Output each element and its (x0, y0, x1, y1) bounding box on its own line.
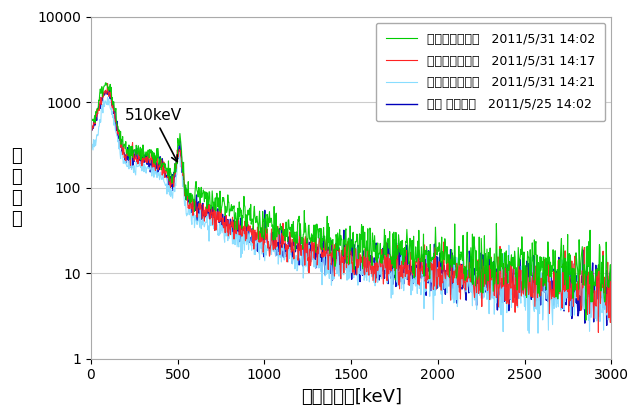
新千歳－羽田便   2011/5/31 14:02 (119, 144, 127, 149)
新千歳－羽田便   2011/5/31 14:02 (493, 248, 500, 253)
新千歳－羽田便   2011/5/31 14:02 (582, 318, 589, 323)
新千歳－羽田便   2011/5/31 14:17 (607, 288, 615, 293)
福岡 －羽田便   2011/5/25 14:02 (582, 269, 590, 274)
新千歳－羽田便   2011/5/31 14:02 (102, 80, 109, 85)
新千歳－羽田便   2011/5/31 14:21 (607, 304, 615, 309)
福岡 －羽田便   2011/5/25 14:02 (607, 283, 615, 288)
福岡 －羽田便   2011/5/25 14:02 (603, 323, 611, 328)
福岡 －羽田便   2011/5/25 14:02 (548, 292, 556, 297)
福岡 －羽田便   2011/5/25 14:02 (106, 88, 113, 93)
新千歳－羽田便   2011/5/31 14:21 (548, 311, 556, 316)
新千歳－羽田便   2011/5/31 14:21 (525, 331, 533, 336)
新千歳－羽田便   2011/5/31 14:02 (512, 265, 520, 270)
新千歳－羽田便   2011/5/31 14:21 (87, 149, 95, 154)
新千歳－羽田便   2011/5/31 14:17 (493, 286, 500, 291)
新千歳－羽田便   2011/5/31 14:21 (104, 95, 111, 100)
新千歳－羽田便   2011/5/31 14:17 (582, 283, 590, 288)
X-axis label: エネルギー[keV]: エネルギー[keV] (301, 388, 402, 406)
新千歳－羽田便   2011/5/31 14:02 (193, 188, 201, 193)
新千歳－羽田便   2011/5/31 14:02 (87, 113, 95, 118)
新千歳－羽田便   2011/5/31 14:21 (583, 293, 591, 298)
Line: 新千歳－羽田便   2011/5/31 14:17: 新千歳－羽田便 2011/5/31 14:17 (91, 83, 611, 332)
新千歳－羽田便   2011/5/31 14:02 (583, 273, 591, 278)
新千歳－羽田便   2011/5/31 14:17 (119, 146, 127, 151)
新千歳－羽田便   2011/5/31 14:21 (119, 161, 127, 166)
福岡 －羽田便   2011/5/25 14:02 (87, 131, 95, 136)
Line: 福岡 －羽田便   2011/5/25 14:02: 福岡 －羽田便 2011/5/25 14:02 (91, 90, 611, 325)
Legend: 新千歳－羽田便   2011/5/31 14:02, 新千歳－羽田便   2011/5/31 14:17, 新千歳－羽田便   2011/5/31 14:21,: 新千歳－羽田便 2011/5/31 14:02, 新千歳－羽田便 2011/5/… (376, 23, 605, 121)
福岡 －羽田便   2011/5/25 14:02 (512, 272, 520, 277)
Y-axis label: カ
ウ
ン
ト: カ ウ ン ト (11, 148, 22, 228)
新千歳－羽田便   2011/5/31 14:17 (104, 81, 111, 86)
福岡 －羽田便   2011/5/25 14:02 (193, 218, 201, 223)
新千歳－羽田便   2011/5/31 14:17 (595, 330, 602, 335)
新千歳－羽田便   2011/5/31 14:17 (87, 128, 95, 133)
新千歳－羽田便   2011/5/31 14:21 (512, 284, 520, 289)
福岡 －羽田便   2011/5/25 14:02 (493, 291, 500, 296)
福岡 －羽田便   2011/5/25 14:02 (119, 150, 127, 155)
新千歳－羽田便   2011/5/31 14:21 (493, 291, 500, 296)
新千歳－羽田便   2011/5/31 14:21 (193, 222, 201, 227)
新千歳－羽田便   2011/5/31 14:02 (607, 262, 615, 267)
新千歳－羽田便   2011/5/31 14:17 (548, 296, 556, 301)
Text: 510keV: 510keV (125, 108, 182, 162)
新千歳－羽田便   2011/5/31 14:02 (548, 275, 556, 280)
新千歳－羽田便   2011/5/31 14:17 (512, 270, 520, 275)
Line: 新千歳－羽田便   2011/5/31 14:21: 新千歳－羽田便 2011/5/31 14:21 (91, 97, 611, 333)
新千歳－羽田便   2011/5/31 14:17 (193, 215, 201, 220)
Line: 新千歳－羽田便   2011/5/31 14:02: 新千歳－羽田便 2011/5/31 14:02 (91, 83, 611, 320)
